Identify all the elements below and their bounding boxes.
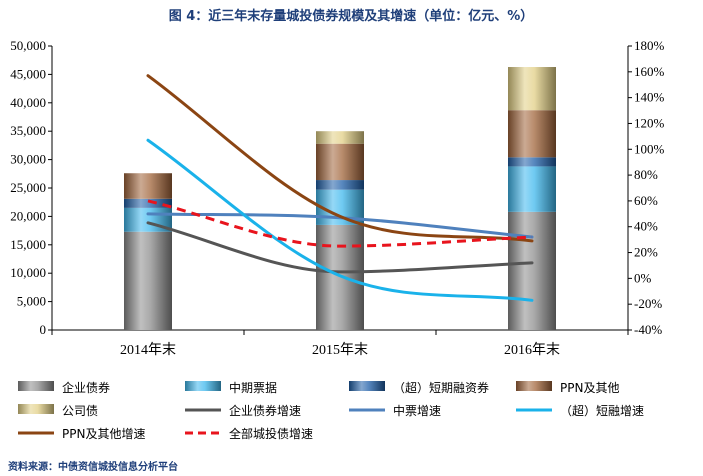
right-tick-label: 120% xyxy=(634,115,665,130)
x-category-label: 2016年末 xyxy=(504,342,560,358)
right-tick-label: 100% xyxy=(634,141,665,156)
bar-企业债券-1 xyxy=(124,231,172,330)
bar-超短期融资券-1 xyxy=(124,198,172,208)
left-tick-label: 15,000 xyxy=(10,237,46,252)
bar-PPN及其他-3 xyxy=(508,110,556,158)
right-tick-label: -20% xyxy=(634,296,662,311)
right-tick-label: 80% xyxy=(634,167,658,182)
line-PPN及其他增速 xyxy=(146,74,534,243)
right-tick-label: 140% xyxy=(634,90,665,105)
bar-PPN及其他-1 xyxy=(124,173,172,199)
left-tick-label: 0 xyxy=(40,322,47,337)
left-tick-label: 35,000 xyxy=(10,123,46,138)
legend-swatch-公司债 xyxy=(18,404,54,414)
line-企业债券增速 xyxy=(146,221,534,274)
right-tick-label: 0% xyxy=(634,270,652,285)
line-超短融增速 xyxy=(146,138,534,302)
right-tick-label: 160% xyxy=(634,64,665,79)
bar-企业债券-2 xyxy=(316,224,364,330)
right-tick-label: 60% xyxy=(634,193,658,208)
x-category-label: 2015年末 xyxy=(312,342,368,358)
chart-title: 图 4：近三年末存量城投债券规模及其增速（单位：亿元、%） xyxy=(169,8,534,24)
legend-swatch-企业债券 xyxy=(18,381,54,391)
bar-超短期融资券-3 xyxy=(508,157,556,167)
left-tick-label: 20,000 xyxy=(10,208,46,223)
right-tick-label: 40% xyxy=(634,219,658,234)
legend-label-超短融增速: （超）短融增速 xyxy=(560,403,644,418)
legend-swatch-中期票据 xyxy=(185,381,221,391)
left-tick-label: 40,000 xyxy=(10,95,46,110)
bar-超短期融资券-2 xyxy=(316,180,364,190)
legend-label-全部城投债增速: 全部城投债增速 xyxy=(229,426,313,441)
left-tick-label: 50,000 xyxy=(10,38,46,53)
bar-公司债-3 xyxy=(508,67,556,111)
right-tick-label: 20% xyxy=(634,245,658,260)
legend-label-公司债: 公司债 xyxy=(62,404,98,418)
left-tick-label: 5,000 xyxy=(17,294,46,309)
line-series-group xyxy=(146,74,534,302)
left-tick-label: 30,000 xyxy=(10,152,46,167)
legend-label-中票增速: 中票增速 xyxy=(393,403,441,418)
legend-label-企业债券增速: 企业债券增速 xyxy=(229,403,301,418)
bar-PPN及其他-2 xyxy=(316,143,364,181)
left-tick-label: 45,000 xyxy=(10,66,46,81)
right-tick-label: -40% xyxy=(634,322,662,337)
line-全部城投债增速 xyxy=(147,199,533,248)
legend-label-企业债券: 企业债券 xyxy=(62,380,110,395)
right-tick-label: 180% xyxy=(634,38,665,53)
legend-label-超短期融资券: （超）短期融资券 xyxy=(393,380,489,395)
x-category-label: 2014年末 xyxy=(120,342,176,358)
source-note: 资料来源：中债资信城投信息分析平台 xyxy=(8,460,178,473)
legend-label-PPN及其他增速: PPN及其他增速 xyxy=(62,427,145,441)
left-tick-label: 25,000 xyxy=(10,180,46,195)
left-tick-label: 10,000 xyxy=(10,265,46,280)
bar-公司债-2 xyxy=(316,131,364,144)
chart-axes: 0 5,000 10,000 15,000 20,000 25,000 30,000 35,0… xyxy=(10,38,664,358)
bar-中期票据-3 xyxy=(508,166,556,212)
legend-swatch-超短期融资券 xyxy=(349,381,385,391)
legend-label-中期票据: 中期票据 xyxy=(229,380,277,395)
bar-企业债券-3 xyxy=(508,211,556,330)
legend-swatch-PPN及其他 xyxy=(516,381,552,391)
legend-label-PPN及其他: PPN及其他 xyxy=(560,381,619,395)
